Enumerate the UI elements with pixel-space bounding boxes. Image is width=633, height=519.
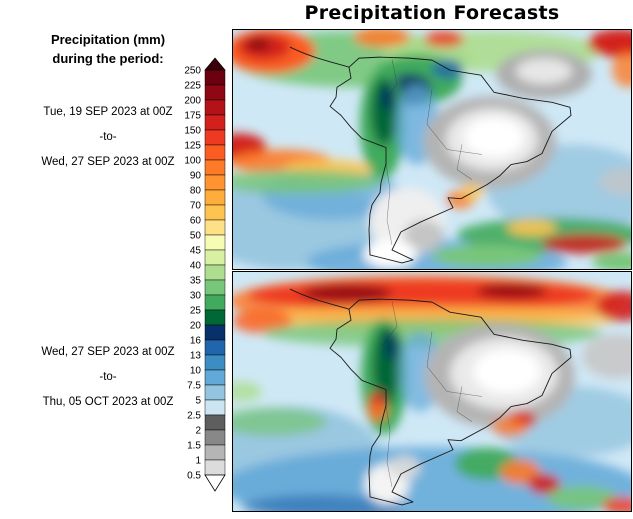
period-1-start-date: Tue, 19 SEP 2023 at 00Z [43, 106, 173, 118]
colorbar-label: 13 [190, 351, 202, 362]
colorbar-label: 175 [184, 111, 201, 122]
colorbar-label: 60 [190, 216, 202, 227]
colorbar-segment [204, 309, 226, 326]
colorbar-label: 1.5 [187, 441, 201, 452]
colorbar-segment [204, 129, 226, 146]
south-america-coastline [289, 288, 572, 506]
colorbar-label: 1 [195, 456, 201, 467]
colorbar-label: 225 [184, 81, 201, 92]
legend-title-line1: Precipitation (mm) [50, 32, 166, 47]
colorbar-segment [204, 69, 226, 86]
colorbar-label: 70 [190, 201, 202, 212]
precip-map-period-1-image [232, 29, 632, 270]
colorbar-label: 7.5 [187, 381, 201, 392]
colorbar-label: 16 [190, 336, 202, 347]
colorbar-label: 80 [190, 186, 202, 197]
colorbar-segment [204, 174, 226, 191]
legend-title-line2: during the period: [52, 51, 164, 66]
colorbar-label: 150 [184, 126, 201, 137]
colorbar-segment [204, 399, 226, 416]
colorbar-segment [204, 189, 226, 206]
period-2-end-date: Thu, 05 OCT 2023 at 00Z [42, 396, 174, 408]
colorbar-label: 2.5 [187, 411, 201, 422]
colorbar-segment [204, 84, 226, 101]
colorbar-segment [204, 204, 226, 221]
colorbar-segment [204, 264, 226, 281]
forecast-period-2: Wed, 27 SEP 2023 at 00Z -to- Thu, 05 OCT… [2, 340, 214, 415]
period-1-separator: -to- [99, 131, 117, 143]
colorbar-segment [204, 429, 226, 446]
colorbar-segment [204, 444, 226, 461]
precip-map-period-2-image [232, 271, 632, 512]
colorbar-top-arrow [204, 57, 226, 71]
colorbar-segment [204, 159, 226, 176]
country-borders [381, 59, 483, 245]
colorbar-segment [204, 339, 226, 356]
colorbar-label: 25 [190, 306, 202, 317]
colorbar-segment [204, 459, 226, 476]
page-title: Precipitation Forecasts [304, 2, 560, 24]
colorbar-label: 50 [190, 231, 202, 242]
colorbar-label: 100 [184, 156, 201, 167]
colorbar-segment [204, 414, 226, 431]
colorbar-segment [204, 279, 226, 296]
period-2-start-date: Wed, 27 SEP 2023 at 00Z [41, 346, 175, 358]
colorbar-label: 5 [195, 396, 201, 407]
colorbar-bottom-arrow [204, 474, 226, 492]
colorbar-segment [204, 99, 226, 116]
south-america-coastline [289, 46, 572, 264]
legend-title: Precipitation (mm) during the period: [2, 30, 214, 68]
period-1-end-date: Wed, 27 SEP 2023 at 00Z [41, 156, 175, 168]
map-frame [232, 271, 632, 512]
colorbar-segment [204, 324, 226, 341]
precip-map-period-1 [232, 29, 632, 270]
colorbar-segment [204, 144, 226, 161]
colorbar-label: 200 [184, 96, 201, 107]
period-2-separator: -to- [99, 371, 117, 383]
colorbar-segment [204, 219, 226, 236]
colorbar-label: 35 [190, 276, 202, 287]
colorbar-segment [204, 354, 226, 371]
colorbar-segment [204, 384, 226, 401]
colorbar-label: 10 [190, 366, 202, 377]
colorbar-label: 125 [184, 141, 201, 152]
precip-field-period-2 [232, 275, 632, 512]
colorbar-label: 20 [190, 321, 202, 332]
precip-map-period-2 [232, 271, 632, 512]
map-frame [232, 29, 632, 270]
colorbar-label: 45 [190, 246, 202, 257]
colorbar-label: 0.5 [187, 471, 201, 482]
colorbar-segment [204, 234, 226, 251]
colorbar-segment [204, 294, 226, 311]
precip-field-period-1 [232, 29, 632, 270]
colorbar-segment [204, 249, 226, 266]
forecast-period-1: Tue, 19 SEP 2023 at 00Z -to- Wed, 27 SEP… [2, 100, 214, 175]
colorbar-segment [204, 114, 226, 131]
country-borders [381, 301, 483, 487]
colorbar-label: 40 [190, 261, 202, 272]
colorbar-label: 90 [190, 171, 202, 182]
colorbar-label: 2 [195, 426, 201, 437]
colorbar-segment [204, 369, 226, 386]
colorbar-label: 250 [184, 66, 201, 77]
precipitation-colorbar: 2502252001751501251009080706050454035302… [184, 57, 226, 492]
colorbar-label: 30 [190, 291, 202, 302]
